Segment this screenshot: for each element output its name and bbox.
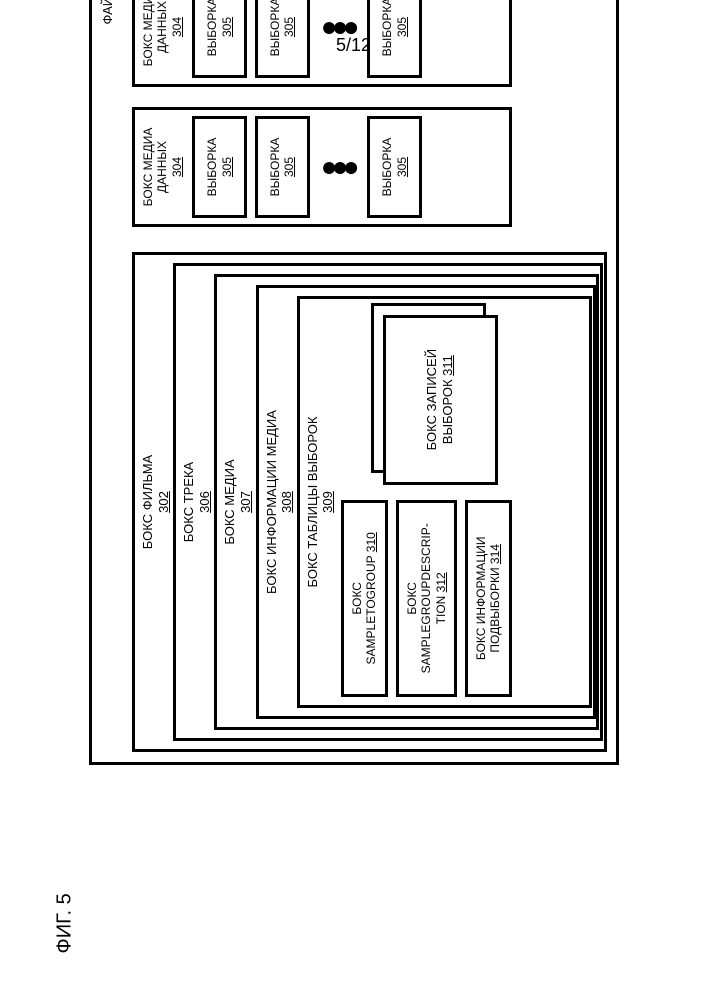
sampletogroup-box: БОКС SAMPLETOGROUP 310 xyxy=(340,500,387,697)
file-box: ФАЙЛ 300 БОКС ФИЛЬМА 302 БОКС ТРЕКА 306 xyxy=(89,0,619,765)
mdat-label-2: БОКС МЕДИА ДАННЫХ 304 xyxy=(141,0,184,78)
mdat-box-1: БОКС МЕДИА ДАННЫХ 304 ВЫБОРКА 305 ВЫБОРК… xyxy=(132,107,512,227)
left-column: БОКС SAMPLETOGROUP 310 БОКС SAMPLEGROUPD… xyxy=(340,500,580,697)
sampletable-label: БОКС ТАБЛИЦЫ ВЫБОРОК 309 xyxy=(304,307,335,697)
track-box: БОКС ТРЕКА 306 БОКС МЕДИА 307 БОКС ИНФОР… xyxy=(173,263,603,741)
mdat-box-2: БОКС МЕДИА ДАННЫХ 304 ВЫБОРКА 305 ВЫБОРК… xyxy=(132,0,512,87)
ellipsis-icon: ●●● xyxy=(321,0,355,78)
ellipsis-icon: ●●● xyxy=(321,116,355,218)
sample-box: ВЫБОРКА 305 xyxy=(192,0,247,78)
mdat-label-1: БОКС МЕДИА ДАННЫХ 304 xyxy=(141,116,184,218)
file-label: ФАЙЛ 300 xyxy=(100,0,115,24)
media-box: БОКС МЕДИА 307 БОКС ИНФОРМАЦИИ МЕДИА 308… xyxy=(214,274,599,730)
media-label: БОКС МЕДИА 307 xyxy=(222,285,253,719)
mediainfo-label: БОКС ИНФОРМАЦИИ МЕДИА 308 xyxy=(263,296,294,708)
sample-box: ВЫБОРКА 305 xyxy=(254,0,309,78)
sample-box: ВЫБОРКА 305 xyxy=(367,116,422,218)
track-label: БОКС ТРЕКА 306 xyxy=(181,274,212,730)
sample-box: ВЫБОРКА 305 xyxy=(254,116,309,218)
file-label-text: ФАЙЛ xyxy=(100,0,115,24)
sampleentries-stack: БОКС ЗАПИСЕЙ ВЫБОРОК 311 xyxy=(370,307,500,485)
mediainfo-box: БОКС ИНФОРМАЦИИ МЕДИА 308 БОКС ТАБЛИЦЫ В… xyxy=(255,285,595,719)
movie-label: БОКС ФИЛЬМА 302 xyxy=(140,263,171,741)
figure-label: ФИГ. 5 xyxy=(54,893,77,953)
sample-box: ВЫБОРКА 305 xyxy=(192,116,247,218)
sampleentries-front: БОКС ЗАПИСЕЙ ВЫБОРОК 311 xyxy=(382,315,497,485)
diagram: ФАЙЛ 300 БОКС ФИЛЬМА 302 БОКС ТРЕКА 306 xyxy=(89,0,619,765)
movie-box: БОКС ФИЛЬМА 302 БОКС ТРЕКА 306 БОКС МЕДИ… xyxy=(132,252,607,752)
subsample-box: БОКС ИНФОРМАЦИИ ПОДВЫБОРКИ 314 xyxy=(464,500,511,697)
sampletable-content: БОКС SAMPLETOGROUP 310 БОКС SAMPLEGROUPD… xyxy=(340,307,580,697)
sampletable-box: БОКС ТАБЛИЦЫ ВЫБОРОК 309 БОКС SAMPLETOGR… xyxy=(296,296,591,708)
sample-box: ВЫБОРКА 305 xyxy=(367,0,422,78)
samplegroupdesc-box: БОКС SAMPLEGROUPDESCRIP- TION 312 xyxy=(395,500,456,697)
mdat-column: БОКС МЕДИА ДАННЫХ 304 ВЫБОРКА 305 ВЫБОРК… xyxy=(132,0,612,227)
main-row: БОКС ФИЛЬМА 302 БОКС ТРЕКА 306 БОКС МЕДИ… xyxy=(132,0,612,752)
